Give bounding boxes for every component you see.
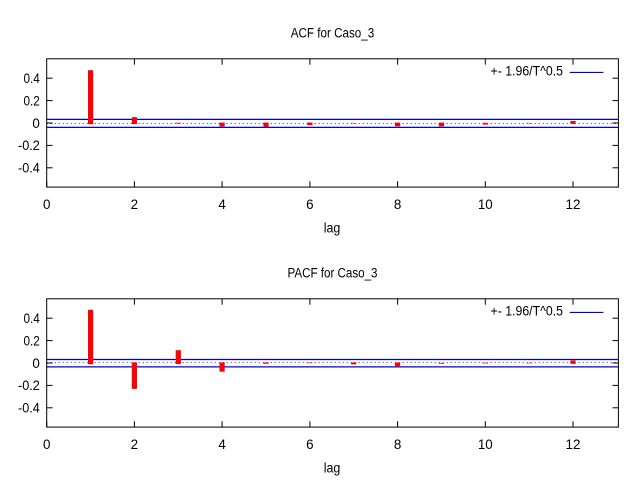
svg-text:0.2: 0.2 bbox=[24, 93, 40, 108]
svg-text:6: 6 bbox=[306, 197, 313, 212]
svg-text:-0.2: -0.2 bbox=[18, 138, 40, 153]
svg-text:+- 1.96/T^0.5: +- 1.96/T^0.5 bbox=[491, 64, 564, 79]
svg-text:+- 1.96/T^0.5: +- 1.96/T^0.5 bbox=[491, 304, 564, 319]
svg-text:-0.4: -0.4 bbox=[18, 161, 40, 176]
svg-text:2: 2 bbox=[131, 197, 138, 212]
svg-text:10: 10 bbox=[478, 197, 493, 212]
svg-text:6: 6 bbox=[306, 437, 313, 452]
svg-text:0: 0 bbox=[43, 437, 50, 452]
svg-text:2: 2 bbox=[131, 437, 138, 452]
svg-text:0: 0 bbox=[43, 197, 50, 212]
svg-text:-0.4: -0.4 bbox=[18, 401, 40, 416]
svg-text:0.4: 0.4 bbox=[24, 311, 41, 326]
svg-text:0.2: 0.2 bbox=[24, 333, 40, 348]
svg-text:0: 0 bbox=[32, 356, 39, 371]
svg-text:lag: lag bbox=[324, 221, 341, 236]
svg-text:PACF for Caso_3: PACF for Caso_3 bbox=[288, 266, 378, 281]
svg-text:0.4: 0.4 bbox=[24, 71, 41, 86]
svg-text:4: 4 bbox=[218, 437, 226, 452]
svg-text:12: 12 bbox=[566, 197, 581, 212]
svg-text:lag: lag bbox=[324, 461, 341, 476]
svg-text:0: 0 bbox=[32, 116, 39, 131]
svg-text:8: 8 bbox=[394, 197, 401, 212]
svg-text:ACF for Caso_3: ACF for Caso_3 bbox=[291, 26, 375, 41]
svg-text:12: 12 bbox=[566, 437, 581, 452]
svg-text:10: 10 bbox=[478, 437, 493, 452]
svg-text:-0.2: -0.2 bbox=[18, 378, 40, 393]
svg-text:4: 4 bbox=[218, 197, 226, 212]
svg-text:8: 8 bbox=[394, 437, 401, 452]
